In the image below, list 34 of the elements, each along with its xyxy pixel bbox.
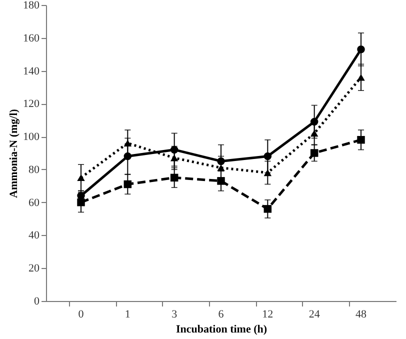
point [124,180,132,188]
point [357,46,365,54]
y-tick-label: 80 [28,164,40,176]
y-tick-label: 60 [28,196,40,209]
point [264,169,272,176]
y-tick-label: 160 [23,32,40,44]
point [217,177,225,185]
x-axis-title: Incubation time (h) [176,324,268,336]
point [77,198,85,206]
y-tick-label: 100 [23,131,40,144]
y-tick-label: 20 [28,262,40,275]
point [264,205,272,213]
point [357,136,365,144]
y-tick-label: 180 [23,0,40,12]
point [124,140,132,146]
point [77,174,85,182]
x-tick-label: 24 [308,308,320,320]
y-axis-title: Ammonia-N (mg/l) [8,108,20,198]
point [170,174,178,182]
point [310,130,318,137]
y-tick-label: 40 [28,230,40,242]
x-tick-label: 1 [124,308,130,320]
x-tick-label: 6 [218,308,224,320]
y-tick-label: 120 [23,98,40,110]
y-tick-label: 0 [34,296,40,308]
x-tick-label: 0 [78,308,84,320]
point [170,154,178,162]
y-tick-label: 140 [23,65,40,78]
x-tick-label: 12 [262,308,274,320]
point [310,149,318,157]
point [357,74,365,81]
point [264,152,272,160]
x-tick-label: 48 [356,308,367,320]
x-tick-label: 3 [172,308,178,320]
